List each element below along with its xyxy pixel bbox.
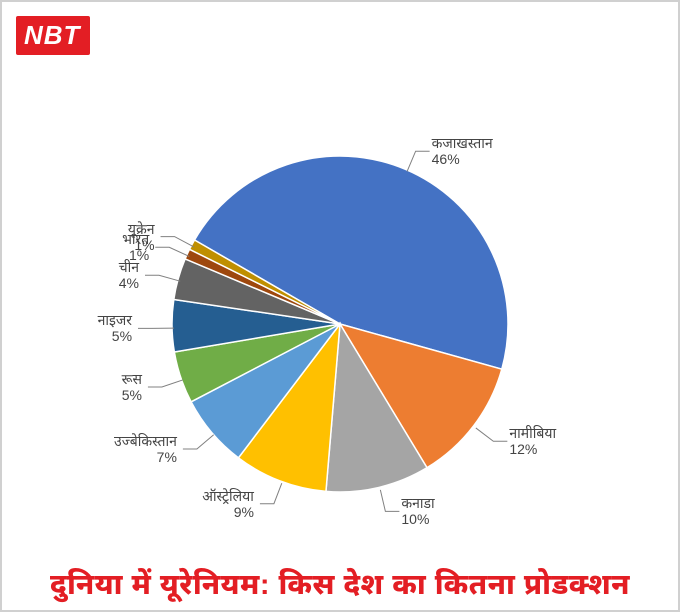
slice-name: नामीबिया bbox=[509, 425, 556, 441]
slice-name: कजाखस्तान bbox=[432, 135, 493, 151]
slice-label: ऑस्ट्रेलिया9% bbox=[202, 488, 254, 520]
slice-pct: 12% bbox=[509, 441, 556, 457]
slice-label: नाइजर5% bbox=[98, 312, 132, 344]
leader-line bbox=[155, 247, 189, 256]
slice-pct: 4% bbox=[119, 275, 139, 291]
slice-label: कजाखस्तान46% bbox=[432, 135, 493, 167]
slice-pct: 46% bbox=[432, 151, 493, 167]
slice-name: नाइजर bbox=[98, 312, 132, 328]
slice-label: रूस5% bbox=[122, 371, 142, 403]
leader-line bbox=[183, 435, 214, 449]
slice-pct: 7% bbox=[114, 449, 177, 465]
leader-line bbox=[260, 483, 282, 504]
slice-pct: 9% bbox=[202, 504, 254, 520]
slice-pct: 5% bbox=[122, 387, 142, 403]
leader-lines bbox=[2, 2, 680, 614]
leader-line bbox=[148, 380, 183, 387]
leader-line bbox=[145, 275, 180, 281]
slice-pct: 5% bbox=[98, 328, 132, 344]
slice-name: कनाडा bbox=[401, 495, 434, 511]
slice-label: उज्बेकिस्तान7% bbox=[114, 433, 177, 465]
leader-line bbox=[407, 151, 430, 171]
slice-name: यूक्रेन bbox=[128, 221, 155, 237]
slice-label: चीन4% bbox=[119, 259, 139, 291]
slice-name: ऑस्ट्रेलिया bbox=[202, 488, 254, 504]
slice-label: कनाडा10% bbox=[401, 495, 434, 527]
slice-pct: 1% bbox=[128, 237, 155, 253]
leader-line bbox=[380, 490, 399, 511]
slice-name: रूस bbox=[122, 371, 142, 387]
slice-pct: 10% bbox=[401, 511, 434, 527]
slice-label: यूक्रेन1% bbox=[128, 221, 155, 253]
slice-name: उज्बेकिस्तान bbox=[114, 433, 177, 449]
slice-label: नामीबिया12% bbox=[509, 425, 556, 457]
leader-line bbox=[476, 428, 508, 441]
chart-title: दुनिया में यूरेनियम: किस देश का कितना प्… bbox=[2, 568, 678, 606]
leader-line bbox=[161, 237, 194, 247]
